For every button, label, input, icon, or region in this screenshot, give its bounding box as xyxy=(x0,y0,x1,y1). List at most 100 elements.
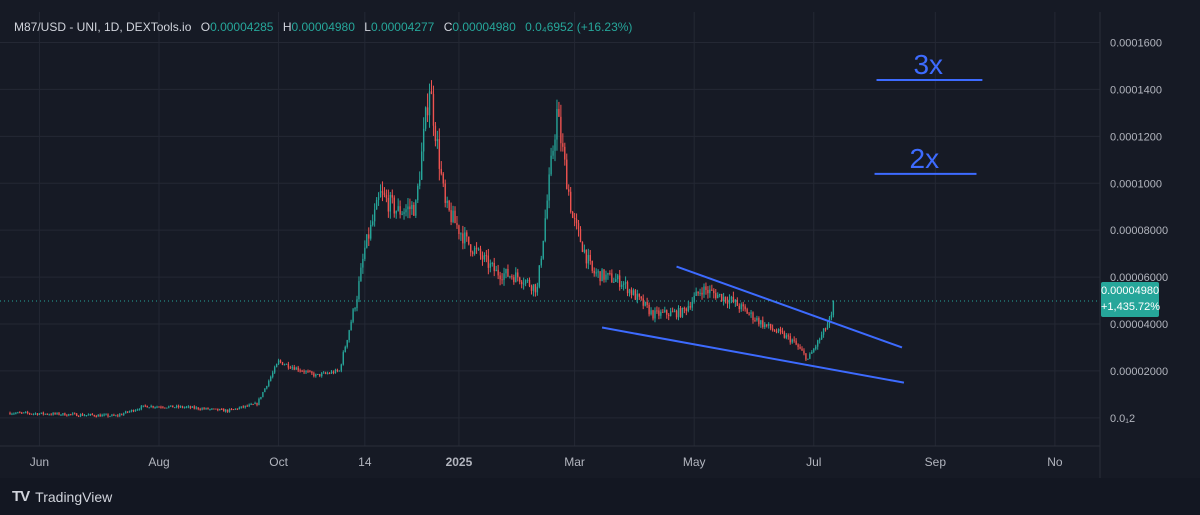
candle-body xyxy=(446,200,448,203)
candle-body xyxy=(487,255,490,268)
symbol-title[interactable]: M87/USD - UNI, 1D, DEXTools.io xyxy=(14,20,192,34)
candle-body xyxy=(593,270,595,274)
candle-body xyxy=(544,218,546,241)
candle-body xyxy=(377,197,380,200)
annotation-3x[interactable]: 3x xyxy=(913,49,943,80)
y-tick-label: 0.0001400 xyxy=(1110,84,1162,96)
candle-body xyxy=(415,200,417,216)
candle-body xyxy=(577,223,580,230)
candle-body xyxy=(832,301,835,315)
candle-body xyxy=(740,304,742,310)
candle-body xyxy=(493,263,495,272)
candle-body xyxy=(691,301,693,308)
candle-body xyxy=(668,314,670,317)
candle-body xyxy=(81,414,84,416)
candle-body xyxy=(793,339,795,341)
candle-body xyxy=(36,413,39,415)
candle-body xyxy=(148,407,150,409)
candle-body xyxy=(771,328,774,330)
last-price-change: +1,435.72% xyxy=(1101,301,1161,313)
candle-body xyxy=(368,234,370,239)
candle-body xyxy=(501,279,503,281)
candle-body xyxy=(548,174,550,201)
candle-body xyxy=(215,408,217,410)
candle-body xyxy=(260,396,262,399)
time-axis[interactable]: Jun Aug Oct 14 2025 Mar May Jul Sep No xyxy=(30,455,1063,469)
candle-body xyxy=(818,339,821,341)
high-value: 0.00004980 xyxy=(291,20,355,34)
candle-body xyxy=(824,328,827,330)
candle-body xyxy=(495,269,497,272)
tradingview-logo[interactable]: TV TradingView xyxy=(12,488,112,505)
candle-body xyxy=(301,370,303,372)
candle-body xyxy=(730,296,733,300)
candle-body xyxy=(736,299,739,306)
candle-body xyxy=(317,373,319,375)
candle-body xyxy=(270,376,272,381)
candle-body xyxy=(556,108,558,140)
candle-body xyxy=(23,412,25,414)
candle-body xyxy=(371,221,374,225)
candle-body xyxy=(619,275,621,287)
price-axis[interactable]: 0.0₁2 0.00002000 0.00004000 0.00006000 0.000… xyxy=(1110,37,1168,424)
candle-body xyxy=(152,405,154,408)
candle-body xyxy=(166,407,168,409)
candle-body xyxy=(101,414,103,417)
candle-body xyxy=(385,195,388,198)
candle-body xyxy=(154,407,156,409)
candle-body xyxy=(332,371,335,374)
candle-body xyxy=(128,411,131,413)
candle-body xyxy=(307,371,309,373)
candle-body xyxy=(66,415,68,417)
candle-body xyxy=(711,289,713,291)
candle-body xyxy=(550,155,552,175)
candle-body xyxy=(185,406,188,408)
candle-body xyxy=(613,281,615,283)
candle-body xyxy=(720,294,723,302)
trendlines[interactable] xyxy=(601,79,983,384)
candle-body xyxy=(95,416,97,418)
candle-body xyxy=(340,364,342,371)
candle-body xyxy=(709,289,711,294)
candle-body xyxy=(552,150,554,156)
candle-body xyxy=(40,412,43,414)
candle-body xyxy=(471,252,474,254)
candle-body xyxy=(295,367,297,370)
candle-body xyxy=(662,311,664,313)
candle-body xyxy=(628,289,631,294)
candle-body xyxy=(699,292,701,294)
candle-body xyxy=(219,409,221,411)
candle-body xyxy=(164,407,166,409)
candle-body xyxy=(448,200,450,211)
candle-body xyxy=(373,209,376,222)
candle-body xyxy=(456,223,458,226)
candle-body xyxy=(322,372,325,374)
candle-body xyxy=(573,217,576,220)
candle-body xyxy=(115,415,117,417)
candle-body xyxy=(671,311,674,313)
candle-body xyxy=(126,411,129,413)
price-chart[interactable]: 3x 2x 0.0₁2 0.00002000 0.00004000 0.0000600… xyxy=(0,0,1200,478)
annotation-2x[interactable]: 2x xyxy=(910,143,940,174)
candle-body xyxy=(107,414,109,417)
candle-body xyxy=(324,372,327,374)
candle-body xyxy=(620,284,623,287)
candle-body xyxy=(183,407,186,409)
candle-body xyxy=(350,321,352,331)
candle-body xyxy=(762,320,764,328)
candle-body xyxy=(46,413,48,415)
candle-body xyxy=(634,290,637,300)
candle-body xyxy=(462,233,464,244)
candle-body xyxy=(379,191,382,198)
candle-body xyxy=(83,415,86,417)
candle-body xyxy=(232,409,235,411)
candle-body xyxy=(279,360,282,363)
candle-body xyxy=(491,263,493,265)
candle-body xyxy=(75,413,78,417)
candle-body xyxy=(370,224,372,239)
candle-body xyxy=(571,211,574,218)
candle-body xyxy=(132,409,135,412)
candle-body xyxy=(236,408,239,410)
candle-body xyxy=(568,189,570,192)
